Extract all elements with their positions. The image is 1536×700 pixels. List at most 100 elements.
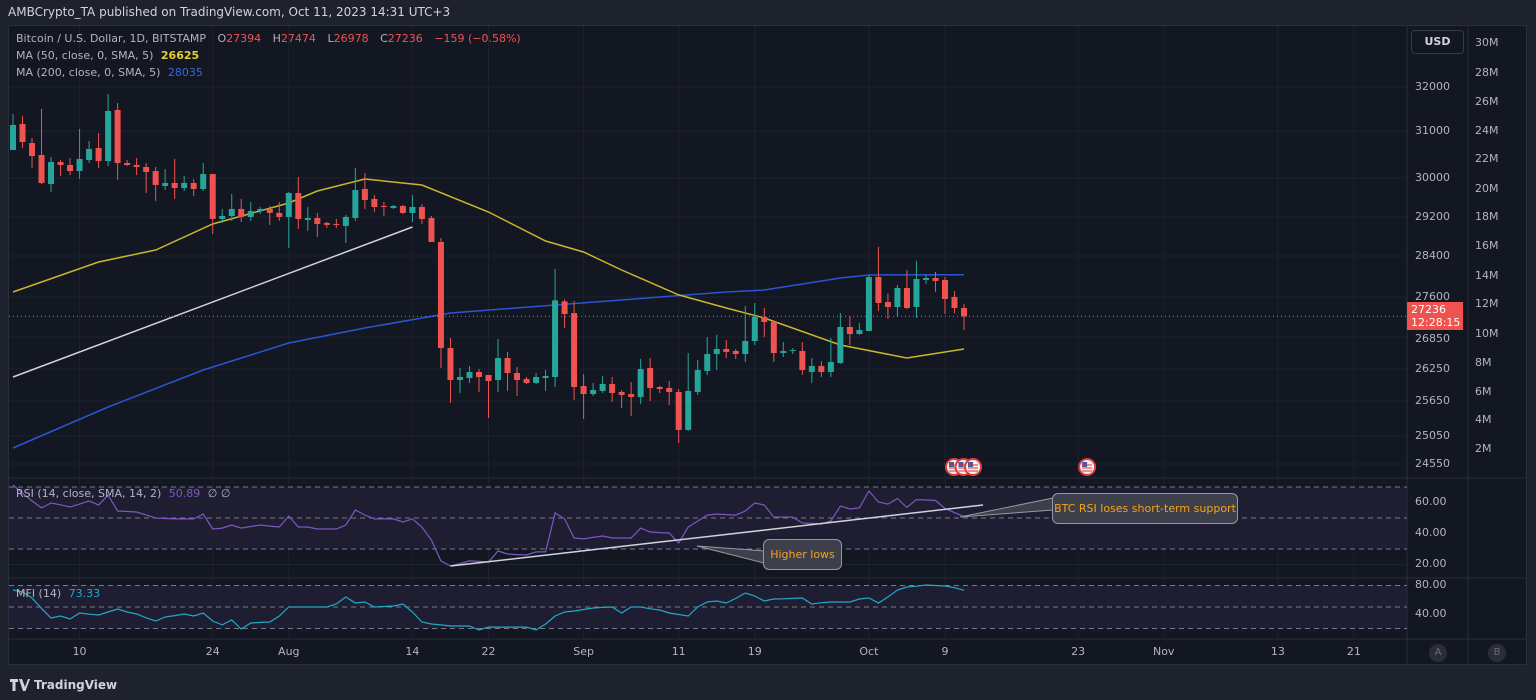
candle-body — [409, 206, 416, 213]
candle-body — [799, 350, 806, 371]
candle — [19, 115, 26, 149]
candle-body — [57, 162, 64, 166]
auto-scale-button[interactable]: A — [1429, 644, 1447, 662]
candle-body — [475, 371, 482, 377]
candle — [219, 208, 226, 223]
candle-body — [761, 317, 768, 323]
rsi-trendline — [450, 504, 984, 567]
mfi-tick: 40.00 — [1415, 607, 1447, 620]
volume-tick: 28M — [1475, 66, 1499, 79]
candle-body — [837, 326, 844, 363]
candle — [827, 338, 834, 377]
candle-body — [371, 198, 378, 207]
candle-body — [48, 162, 55, 184]
candle-body — [504, 358, 511, 373]
candle-body — [951, 297, 958, 308]
candle — [352, 168, 359, 221]
last-price-label: 27236 12:28:15 — [1407, 302, 1463, 330]
candle — [685, 353, 692, 431]
candle — [190, 178, 197, 196]
candle-body — [932, 277, 939, 281]
candle-body — [903, 287, 910, 308]
candle — [894, 284, 901, 317]
candle — [228, 193, 235, 221]
candle-body — [114, 109, 121, 164]
candle-body — [628, 394, 635, 397]
ma50-label: MA (50, close, 0, SMA, 5) — [16, 49, 154, 62]
candle — [732, 349, 739, 359]
ma50-legend[interactable]: MA (50, close, 0, SMA, 5) 26625 — [16, 49, 203, 62]
candle — [124, 159, 131, 167]
candle-body — [10, 124, 16, 151]
candle-body — [514, 373, 521, 380]
tradingview-logo[interactable]: TradingView — [10, 678, 117, 692]
candle — [171, 159, 178, 199]
candle-body — [285, 192, 292, 217]
currency-button[interactable]: USD — [1411, 30, 1464, 54]
volume-tick: 12M — [1475, 297, 1499, 310]
change-value: −159 (−0.58%) — [434, 32, 521, 45]
candle-body — [580, 386, 587, 395]
candle — [295, 177, 302, 229]
candle-body — [865, 277, 872, 331]
time-tick: 22 — [481, 645, 496, 658]
candle — [485, 374, 492, 418]
volume-tick: 30M — [1475, 36, 1499, 49]
ma200-legend[interactable]: MA (200, close, 0, SMA, 5) 28035 — [16, 66, 207, 79]
candle-body — [228, 208, 235, 216]
time-tick: Oct — [859, 645, 879, 658]
candle — [770, 321, 777, 363]
volume-tick: 2M — [1475, 442, 1492, 455]
candle — [181, 176, 188, 191]
ma50-value: 26625 — [160, 49, 200, 62]
log-scale-button[interactable]: B — [1488, 644, 1506, 662]
time-tick: 14 — [405, 645, 420, 658]
candle — [656, 386, 663, 393]
candle — [903, 269, 910, 309]
candle-body — [143, 167, 150, 173]
mfi-label: MFI (14) — [16, 587, 62, 600]
price-tick: 24550 — [1415, 457, 1450, 470]
time-tick: 23 — [1071, 645, 1086, 658]
price-tick: 25050 — [1415, 429, 1450, 442]
us-flag-icon — [1078, 458, 1097, 476]
candle — [913, 260, 920, 319]
candle — [875, 246, 882, 311]
ma200-value: 28035 — [167, 66, 203, 79]
candle-body — [86, 149, 93, 160]
candle-body — [941, 279, 948, 299]
volume-tick: 22M — [1475, 152, 1499, 165]
volume-tick: 6M — [1475, 385, 1492, 398]
candle — [580, 374, 587, 419]
rsi-extra: ∅ ∅ — [207, 487, 231, 500]
candle-body — [609, 383, 616, 393]
price-tick: 32000 — [1415, 80, 1450, 93]
time-tick: 9 — [941, 645, 949, 658]
candle-body — [295, 192, 302, 219]
candle — [57, 159, 64, 177]
candle-body — [361, 188, 368, 200]
symbol-legend: Bitcoin / U.S. Dollar, 1D, BITSTAMP O273… — [16, 32, 525, 45]
candle — [808, 358, 815, 383]
time-tick: Aug — [278, 645, 300, 658]
candle — [941, 277, 948, 315]
rsi-legend[interactable]: RSI (14, close, SMA, 14, 2) 50.89 ∅ ∅ — [16, 487, 234, 500]
tradingview-logo-icon — [10, 679, 30, 691]
rsi-label: RSI (14, close, SMA, 14, 2) — [16, 487, 162, 500]
candle — [380, 201, 387, 216]
candle — [675, 389, 682, 443]
candle-body — [238, 208, 245, 217]
candle — [133, 158, 140, 176]
volume-tick: 18M — [1475, 210, 1499, 223]
candle — [447, 338, 454, 403]
candle-body — [875, 277, 882, 303]
mfi-line — [12, 584, 965, 631]
symbol-title: Bitcoin / U.S. Dollar, 1D, BITSTAMP — [16, 32, 206, 45]
candle — [932, 271, 939, 292]
candle — [428, 215, 435, 242]
callout-higher-lows[interactable]: Higher lows — [763, 539, 842, 570]
candle — [48, 157, 55, 192]
callout-rsi-support[interactable]: BTC RSI loses short-term support — [1052, 493, 1238, 524]
mfi-legend[interactable]: MFI (14) 73.33 — [16, 587, 104, 600]
